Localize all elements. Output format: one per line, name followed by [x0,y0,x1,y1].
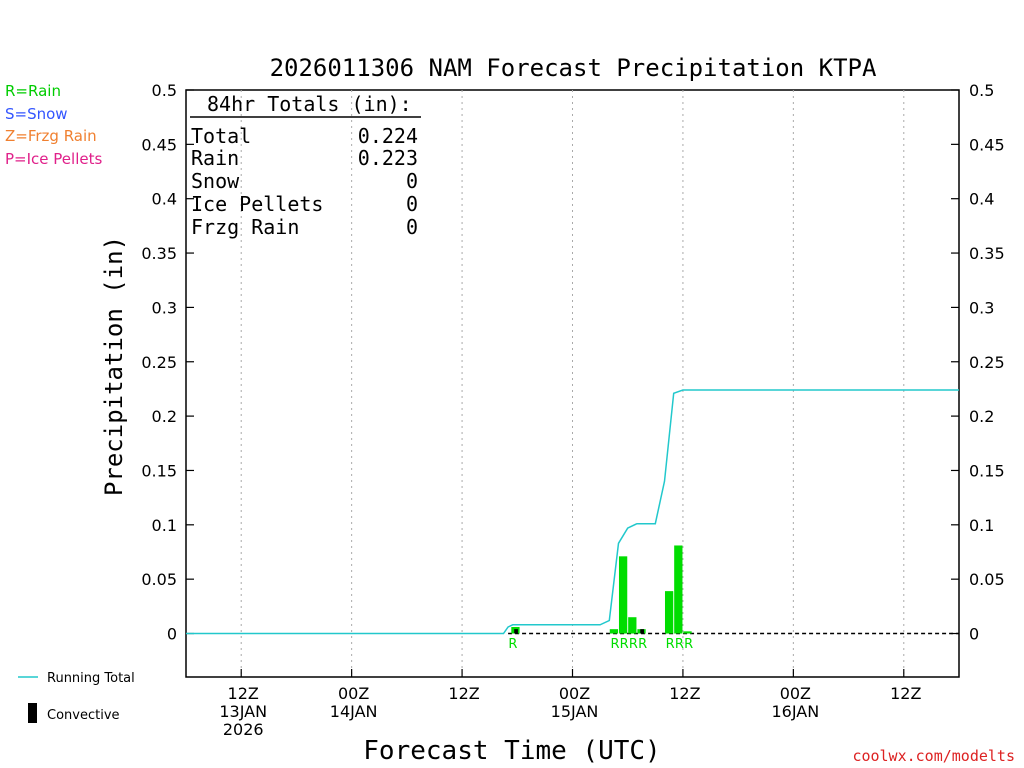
y-tick-label-right: 0.3 [969,298,994,317]
totals-label-snow: Snow [191,169,240,193]
bottom-legend: Running Total Convective [18,671,135,723]
x-tick-label: 00Z [338,684,369,703]
x-tick-label: 12Z [890,684,921,703]
x-tick-label: 13JAN [219,702,267,721]
x-tick-label: 12Z [448,684,479,703]
totals-value-frzg-rain: 0 [406,215,418,239]
y-tick-label-left: 0.35 [141,244,177,263]
totals-value-total: 0.224 [358,124,418,148]
y-tick-label-left: 0 [167,625,177,644]
precip-type-legend: R=Rain S=Snow Z=Frzg Rain P=Ice Pellets [5,82,102,168]
y-tick-label-right: 0.05 [969,570,1005,589]
precip-type-marker: R [620,637,629,652]
precip-type-marker: R [684,637,693,652]
totals-box: 84hr Totals (in): Total 0.224 Rain 0.223… [190,92,421,239]
x-tick-label: 14JAN [330,702,378,721]
precip-type-marker: R [638,637,647,652]
y-tick-label-left: 0.15 [141,461,177,480]
legend-convective-swatch [28,703,37,723]
precip-bar [674,545,683,634]
precip-bar [664,591,674,634]
y-tick-label-left: 0.5 [152,81,177,100]
totals-label-frzg-rain: Frzg Rain [191,215,299,239]
precip-bar [628,617,637,634]
y-axis-label: Precipitation (in) [100,236,128,496]
totals-value-rain: 0.223 [358,146,418,170]
totals-heading: 84hr Totals (in): [207,92,412,116]
y-tick-label-right: 0 [969,625,979,644]
legend-rain: R=Rain [5,82,61,100]
x-tick-label: 12Z [228,684,259,703]
legend-convective-label: Convective [47,708,120,723]
y-tick-label-left: 0.4 [152,190,177,209]
precip-bars [511,545,692,634]
precip-type-marker: R [675,637,684,652]
precip-type-marker: R [629,637,638,652]
y-tick-label-right: 0.4 [969,190,994,209]
convective-bar [640,629,645,634]
x-tick-label: 12Z [669,684,700,703]
legend-running-total-label: Running Total [47,671,135,686]
y-tick-label-right: 0.5 [969,81,994,100]
credit-link[interactable]: coolwx.com/modelts [852,747,1015,765]
y-tick-label-left: 0.45 [141,135,177,154]
precip-bar [683,631,692,634]
convective-bar [514,629,518,634]
y-tick-label-left: 0.25 [141,353,177,372]
precip-bar [609,629,619,634]
precip-type-marker: R [610,637,619,652]
precip-type-marker: R [666,637,675,652]
totals-label-rain: Rain [191,146,239,170]
legend-ice-pellets: P=Ice Pellets [5,150,102,168]
legend-snow: S=Snow [5,105,68,123]
running-total-line [186,389,959,635]
y-axis-ticks: 0 00.05 0.050.1 0.10.15 0.150.2 0.20.25 0.250.… [141,81,1004,644]
totals-label-total: Total [191,124,251,148]
x-axis-label: Forecast Time (UTC) [363,736,660,766]
y-tick-label-right: 0.25 [969,353,1005,372]
y-tick-label-left: 0.2 [152,407,177,426]
y-tick-label-right: 0.35 [969,244,1005,263]
y-tick-label-right: 0.45 [969,135,1005,154]
y-tick-label-left: 0.3 [152,298,177,317]
gridlines [240,90,905,677]
x-tick-label: 15JAN [551,702,599,721]
legend-frzg-rain: Z=Frzg Rain [5,127,97,145]
x-tick-label: 00Z [559,684,590,703]
x-tick-label: 00Z [780,684,811,703]
chart-title: 2026011306 NAM Forecast Precipitation KT… [270,54,877,82]
x-tick-label: 16JAN [771,702,819,721]
y-tick-label-right: 0.1 [969,516,994,535]
precip-bar [618,556,628,634]
totals-value-snow: 0 [406,169,418,193]
totals-label-ice-pellets: Ice Pellets [191,192,323,216]
x-tick-label: 2026 [223,720,264,739]
y-tick-label-right: 0.15 [969,461,1005,480]
y-tick-label-right: 0.2 [969,407,994,426]
totals-value-ice-pellets: 0 [406,192,418,216]
y-tick-label-left: 0.05 [141,570,177,589]
precip-type-marker: R [508,637,517,652]
y-tick-label-left: 0.1 [152,516,177,535]
